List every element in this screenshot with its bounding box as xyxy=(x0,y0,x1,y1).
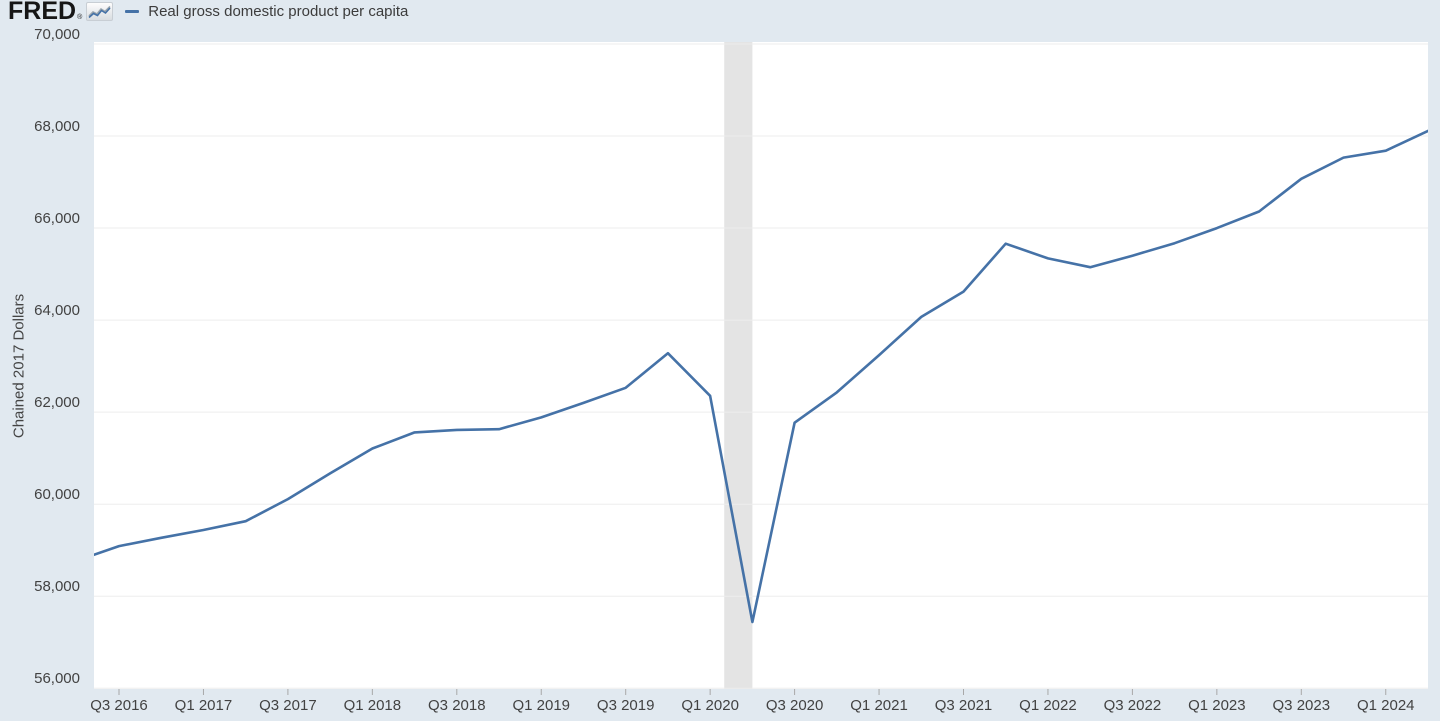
chart-header: FRED ® Real gross domestic product per c… xyxy=(8,0,408,25)
legend-series-label: Real gross domestic product per capita xyxy=(148,2,409,20)
legend: Real gross domestic product per capita xyxy=(125,3,408,20)
fred-logo[interactable]: FRED xyxy=(8,0,77,25)
legend-line-marker xyxy=(125,9,140,13)
recession-band xyxy=(724,42,753,689)
fred-logo-chart-icon xyxy=(86,1,114,21)
plot-area[interactable] xyxy=(94,42,1428,689)
series-line-real-gdp-per-capita xyxy=(94,129,1428,624)
registered-trademark-symbol: ® xyxy=(77,14,83,21)
